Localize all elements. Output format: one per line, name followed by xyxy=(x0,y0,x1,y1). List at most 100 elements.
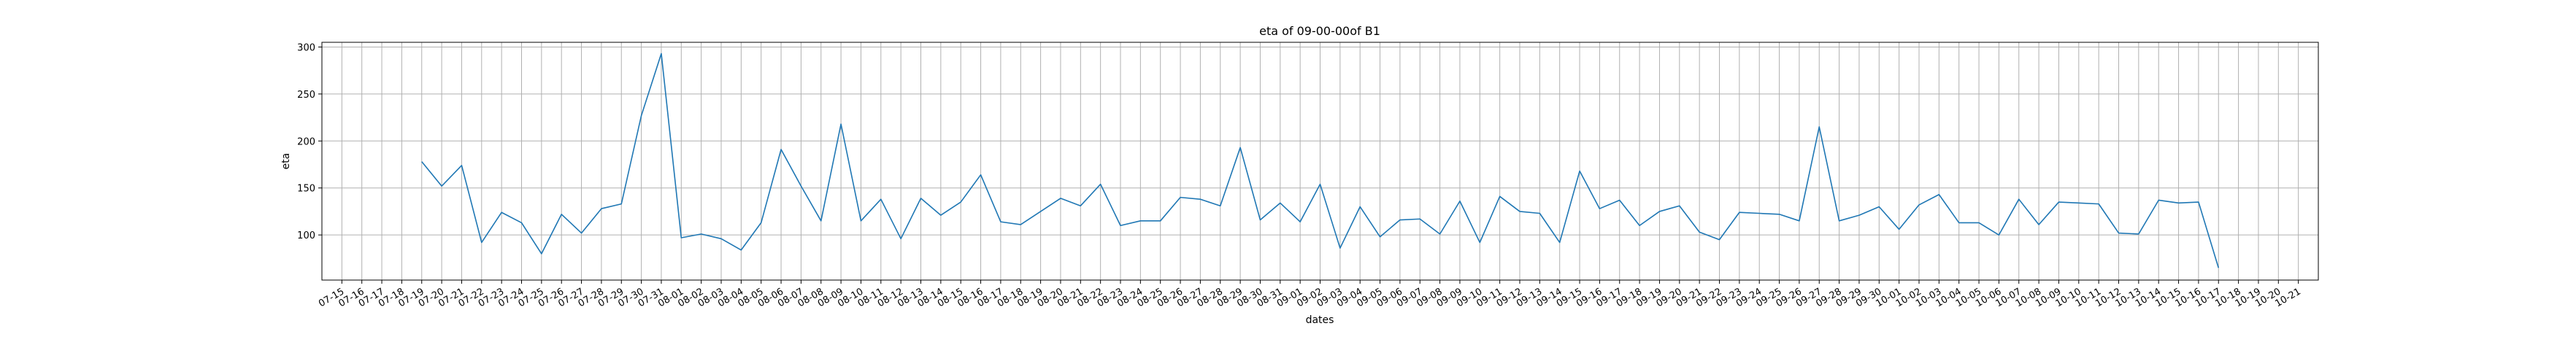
data-point xyxy=(1858,214,1861,217)
data-point xyxy=(1079,204,1082,207)
data-point xyxy=(1219,204,1222,207)
y-tick-label: 300 xyxy=(297,42,315,53)
data-point xyxy=(1258,219,1261,222)
data-point xyxy=(859,220,862,222)
series-layer xyxy=(420,52,2220,269)
data-point xyxy=(520,221,523,224)
data-point xyxy=(1818,125,1820,128)
data-point xyxy=(1718,238,1721,241)
data-point xyxy=(1918,203,1921,206)
data-point xyxy=(2097,203,2100,206)
data-point xyxy=(560,213,563,216)
data-point xyxy=(1358,205,1361,208)
data-point xyxy=(1399,219,1402,222)
data-point xyxy=(799,185,802,187)
data-point xyxy=(640,115,643,117)
data-point xyxy=(680,236,683,239)
data-point xyxy=(440,185,443,187)
data-point xyxy=(1937,193,1940,196)
data-point xyxy=(939,214,942,217)
data-point xyxy=(1099,183,1102,186)
data-point xyxy=(1418,217,1421,220)
data-point xyxy=(1538,212,1541,215)
data-point xyxy=(1518,210,1521,213)
data-point xyxy=(460,164,463,167)
data-point xyxy=(620,203,623,206)
x-axis: 07-1507-1607-1707-1807-1907-2007-2107-22… xyxy=(317,280,2303,309)
data-point xyxy=(880,198,883,201)
data-point xyxy=(920,197,923,200)
data-point xyxy=(480,241,483,244)
data-point xyxy=(1838,220,1841,222)
data-point xyxy=(1738,211,1741,214)
data-point xyxy=(1877,205,1880,208)
data-point xyxy=(1019,223,1022,226)
data-point xyxy=(1239,146,1242,149)
data-point xyxy=(820,220,823,222)
data-point xyxy=(580,232,583,235)
data-point xyxy=(980,174,983,176)
data-point xyxy=(739,249,742,252)
data-point xyxy=(1059,197,1062,200)
data-point xyxy=(1159,220,1162,222)
data-point xyxy=(600,207,603,210)
data-point xyxy=(2057,201,2060,203)
data-point xyxy=(1319,183,1322,186)
y-axis: 100 150 200 250 300 xyxy=(297,42,322,241)
series-line xyxy=(421,53,2220,268)
data-point xyxy=(540,252,543,255)
data-point xyxy=(1798,220,1801,222)
data-point xyxy=(720,237,723,240)
y-axis-title: eta xyxy=(280,153,292,170)
data-point xyxy=(1379,236,1382,238)
data-point xyxy=(1958,221,1961,224)
data-point xyxy=(1439,233,1442,236)
data-point xyxy=(2037,223,2040,226)
data-point xyxy=(1558,241,1561,244)
data-point xyxy=(1678,204,1681,207)
data-point xyxy=(780,148,783,151)
y-tick-label: 200 xyxy=(297,136,315,147)
data-point xyxy=(1279,201,1282,204)
data-point xyxy=(2197,201,2200,203)
y-tick-label: 250 xyxy=(297,90,315,101)
data-point xyxy=(839,123,842,125)
data-point xyxy=(1758,212,1761,215)
data-point xyxy=(700,233,703,236)
data-point xyxy=(1339,247,1342,249)
data-point xyxy=(1458,200,1461,203)
data-point xyxy=(2077,201,2080,204)
data-point xyxy=(1598,207,1601,210)
x-axis-title: dates xyxy=(1306,314,1334,326)
data-point xyxy=(1997,233,2000,236)
data-point xyxy=(2217,266,2220,269)
data-point xyxy=(760,221,763,224)
data-point xyxy=(899,237,902,240)
data-point xyxy=(420,160,423,163)
data-point xyxy=(2157,198,2160,201)
data-point xyxy=(1698,230,1701,233)
data-point xyxy=(1658,210,1661,213)
data-point xyxy=(1199,198,1202,201)
data-point xyxy=(1578,170,1581,173)
data-point xyxy=(1977,221,1980,224)
data-point xyxy=(660,52,663,55)
data-point xyxy=(1499,195,1502,198)
data-point xyxy=(1778,213,1781,216)
data-point xyxy=(1179,196,1182,199)
data-point xyxy=(2018,198,2021,201)
y-tick-label: 100 xyxy=(297,230,315,241)
data-point xyxy=(2118,232,2121,235)
chart-title: eta of 09-00-00of B1 xyxy=(1259,24,1380,38)
data-point xyxy=(500,211,503,214)
data-point xyxy=(2177,201,2180,204)
data-point xyxy=(1478,241,1481,244)
data-point xyxy=(1299,220,1302,223)
data-point xyxy=(1618,198,1621,201)
data-point xyxy=(1039,210,1042,213)
data-point xyxy=(1638,224,1641,227)
data-point xyxy=(1119,224,1122,227)
y-tick-label: 150 xyxy=(297,184,315,195)
